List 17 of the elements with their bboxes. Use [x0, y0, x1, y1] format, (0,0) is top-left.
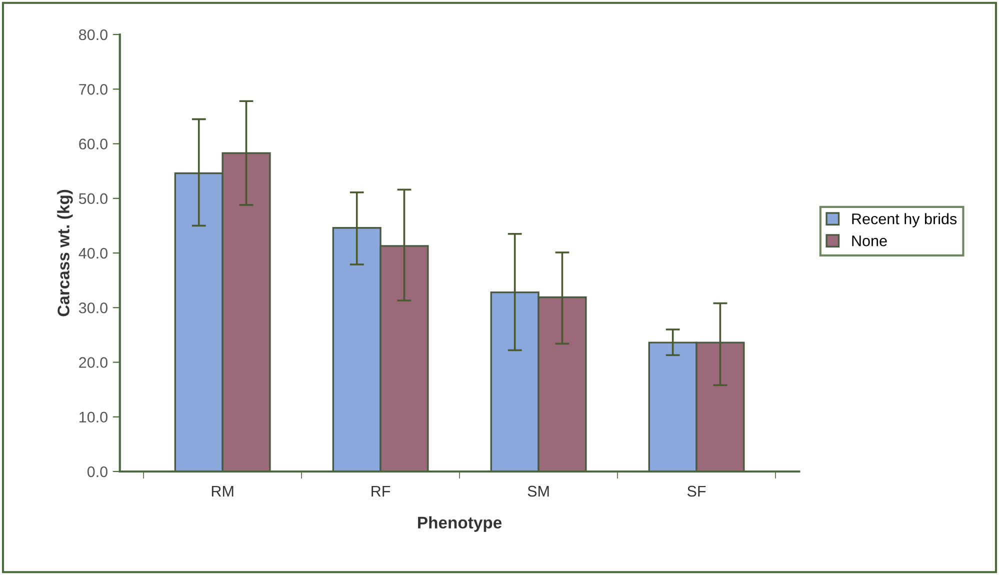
- legend-label: None: [852, 236, 887, 246]
- y-tick-label: 40.0: [78, 248, 108, 259]
- y-tick-label: 10.0: [80, 412, 108, 423]
- x-tick-label: RM: [212, 486, 234, 496]
- legend-label: Recent hy brids: [852, 213, 957, 228]
- y-axis-title: Carcass wt. (kg): [57, 190, 73, 316]
- y-tick-label: 80.0: [79, 29, 108, 40]
- x-tick-label: RF: [372, 486, 390, 496]
- x-tick-label: SM: [528, 486, 549, 497]
- y-tick-label: 70.0: [79, 84, 108, 95]
- y-tick-label: 20.0: [79, 357, 108, 368]
- y-tick-label: 50.0: [78, 193, 108, 204]
- x-tick-label: SF: [687, 486, 706, 497]
- y-tick-label: 0.0: [87, 466, 108, 478]
- y-tick-label: 30.0: [78, 302, 108, 314]
- y-tick-label: 60.0: [79, 138, 108, 150]
- x-axis-title: Phenotype: [418, 516, 502, 532]
